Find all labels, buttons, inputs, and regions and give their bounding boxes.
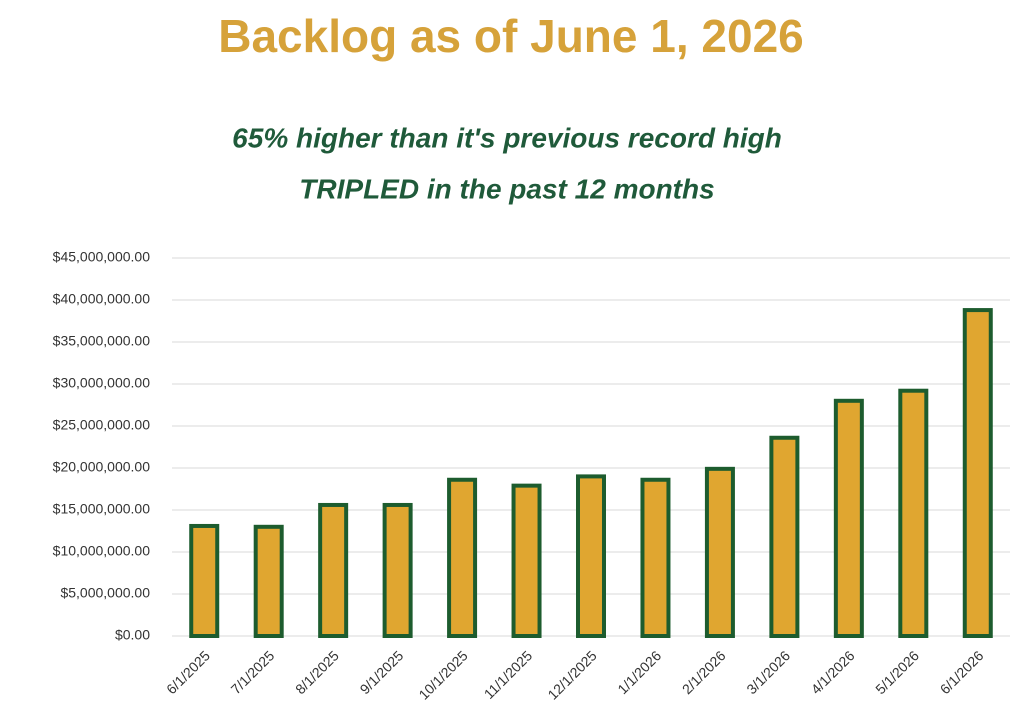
- bar: [189, 523, 220, 639]
- chart-subtitle: TRIPLED in the past 12 months: [299, 173, 714, 204]
- bar: [253, 524, 284, 638]
- bar: [962, 308, 993, 638]
- y-tick-label: $20,000,000.00: [53, 459, 151, 475]
- x-tick-label: 3/1/2026: [743, 647, 793, 697]
- y-tick-label: $35,000,000.00: [53, 333, 151, 349]
- bar: [640, 477, 671, 639]
- chart-title: Backlog as of June 1, 2026: [218, 10, 804, 62]
- x-tick-label: 7/1/2025: [228, 647, 278, 697]
- x-tick-label: 6/1/2025: [163, 647, 213, 697]
- bar: [447, 477, 478, 639]
- bar: [382, 502, 413, 638]
- bar: [511, 483, 542, 639]
- y-tick-label: $40,000,000.00: [53, 291, 151, 307]
- x-tick-label: 11/1/2025: [481, 647, 536, 702]
- y-tick-label: $25,000,000.00: [53, 417, 151, 433]
- x-tick-label: 12/1/2025: [544, 647, 600, 703]
- chart-subtitle: 65% higher than it's previous record hig…: [232, 122, 782, 153]
- bar: [704, 466, 735, 638]
- y-tick-label: $5,000,000.00: [60, 585, 150, 601]
- x-tick-label: 2/1/2026: [679, 647, 729, 697]
- y-tick-label: $30,000,000.00: [53, 375, 151, 391]
- x-tick-label: 6/1/2026: [937, 647, 987, 697]
- y-tick-label: $0.00: [115, 627, 150, 643]
- bar: [898, 388, 929, 638]
- bar: [318, 502, 349, 638]
- x-tick-label: 9/1/2025: [357, 647, 407, 697]
- x-tick-label: 10/1/2025: [415, 647, 471, 703]
- y-tick-label: $45,000,000.00: [53, 249, 151, 265]
- x-tick-label: 1/1/2026: [614, 647, 664, 697]
- bar: [833, 398, 864, 638]
- y-tick-label: $10,000,000.00: [53, 543, 151, 559]
- y-tick-label: $15,000,000.00: [53, 501, 151, 517]
- x-tick-label: 4/1/2026: [808, 647, 858, 697]
- x-tick-label: 8/1/2025: [292, 647, 342, 697]
- x-tick-label: 5/1/2026: [872, 647, 922, 697]
- bar: [576, 474, 606, 638]
- bar: [769, 435, 800, 639]
